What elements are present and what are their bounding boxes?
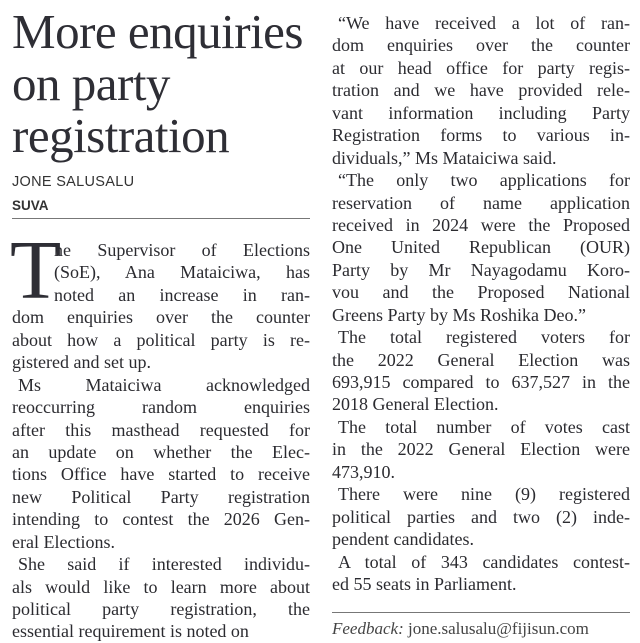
text-line: dividuals,” Ms Mataiciwa said. bbox=[332, 147, 557, 168]
text-line: A total of 343 candidates contest- bbox=[338, 551, 630, 572]
text-line: in the 2022 General Election were bbox=[332, 439, 630, 460]
text-line: 693,915 compared to 637,527 in the bbox=[332, 372, 630, 392]
paragraph: A total of 343 candidates contest-ed 55 … bbox=[332, 551, 630, 596]
text-line: Ms Mataiciwa acknowledged bbox=[18, 374, 310, 395]
headline-line: registration bbox=[12, 108, 230, 163]
text-line: eral Elections. bbox=[12, 531, 115, 552]
text-line: reservation of name application bbox=[332, 192, 630, 213]
paragraph: he Supervisor of Elections (SoE), Ana Mat… bbox=[12, 239, 310, 374]
text-line: essential requirement is noted on bbox=[12, 621, 249, 642]
paragraph: Ms Mataiciwa acknowledged reoccurring ran… bbox=[12, 374, 310, 554]
divider bbox=[332, 612, 630, 613]
article-column-left: he Supervisor of Elections (SoE), Ana Mat… bbox=[12, 239, 310, 643]
headline-line: More enquiries bbox=[12, 4, 304, 59]
text-line: 2018 General Election. bbox=[332, 394, 499, 415]
paragraph: The total registered voters for the 2022 … bbox=[332, 326, 630, 416]
text-line: dom enquiries over the counter bbox=[12, 307, 310, 328]
paragraph: “We have received a lot of ran-dom enqui… bbox=[332, 12, 630, 169]
text-line: new Political Party registration bbox=[12, 486, 310, 507]
drop-cap: T bbox=[10, 224, 62, 317]
text-line: ed 55 seats in Parliament. bbox=[332, 573, 517, 594]
text-line: intending to contest the 2026 Gen- bbox=[12, 509, 310, 530]
headline-line: on party bbox=[12, 56, 170, 111]
text-line: She said if interested individu- bbox=[18, 554, 310, 575]
text-line: reoccurring random enquiries bbox=[12, 397, 310, 418]
text-line: vant information including Party bbox=[332, 102, 630, 123]
text-line: “The only two applications for bbox=[338, 170, 630, 191]
text-line: vou and the Proposed National bbox=[332, 282, 630, 303]
text-line: One United Republican (OUR) bbox=[332, 237, 630, 258]
article-column-right: “We have received a lot of ran-dom enqui… bbox=[332, 12, 630, 595]
text-line: “We have received a lot of ran- bbox=[338, 13, 630, 33]
text-line: als would like to learn more about bbox=[12, 576, 310, 597]
text-line: Registration forms to various in- bbox=[332, 125, 630, 146]
text-line: after this masthead requested for bbox=[12, 419, 310, 440]
headline: More enquiries on party registration bbox=[12, 6, 312, 162]
paragraph: “The only two applications for reservatio… bbox=[332, 169, 630, 326]
text-line: political party registration, the bbox=[12, 599, 310, 619]
paragraph: She said if interested individu-als woul… bbox=[12, 553, 310, 643]
feedback-email[interactable]: jone.salusalu@fijisun.com bbox=[407, 619, 589, 638]
text-line: about how a political party is re- bbox=[12, 329, 310, 350]
text-line: political parties and two (2) inde- bbox=[332, 506, 630, 527]
text-line: 473,910. bbox=[332, 461, 395, 482]
text-line: gistered and set up. bbox=[12, 352, 151, 373]
text-line: an update on whether the Elec- bbox=[12, 441, 310, 462]
feedback-label: Feedback: bbox=[332, 619, 404, 638]
text-line: pendent candidates. bbox=[332, 529, 474, 550]
dateline: SUVA bbox=[12, 198, 49, 213]
divider bbox=[12, 218, 310, 219]
text-line: he Supervisor of Elections bbox=[54, 240, 310, 260]
byline: JONE SALUSALU bbox=[12, 174, 135, 190]
paragraph: The total number of votes cast in the 202… bbox=[332, 416, 630, 483]
text-line: noted an increase in ran- bbox=[54, 284, 310, 305]
paragraph: There were nine (9) registered political … bbox=[332, 483, 630, 550]
text-line: tions Office have started to receive bbox=[12, 464, 310, 485]
text-line: The total number of votes cast bbox=[338, 416, 630, 437]
text-line: Party by Mr Nayagodamu Koro- bbox=[332, 259, 630, 280]
text-line: at our head office for party regis- bbox=[332, 57, 630, 78]
text-line: tration and we have provided rele- bbox=[332, 80, 630, 101]
text-line: Greens Party by Ms Roshika Deo.” bbox=[332, 304, 586, 325]
text-line: There were nine (9) registered bbox=[338, 484, 630, 505]
text-line: (SoE), Ana Mataiciwa, has bbox=[54, 262, 310, 283]
text-line: received in 2024 were the Proposed bbox=[332, 214, 630, 235]
text-line: dom enquiries over the counter bbox=[332, 35, 630, 56]
text-line: The total registered voters for bbox=[338, 327, 630, 348]
text-line: the 2022 General Election was bbox=[332, 349, 630, 370]
feedback-line: Feedback: jone.salusalu@fijisun.com bbox=[332, 619, 589, 639]
